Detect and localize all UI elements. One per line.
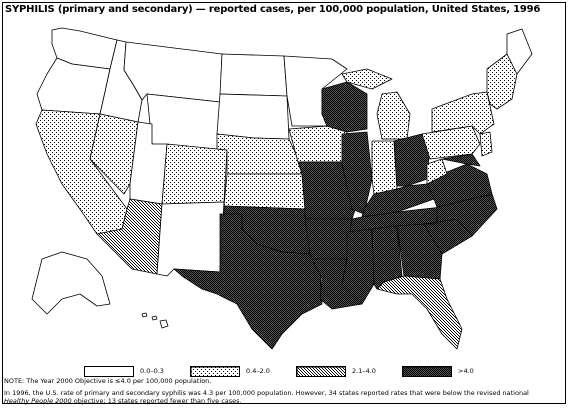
- map-title: SYPHILIS (primary and secondary) — repor…: [5, 4, 541, 15]
- footer-line2: objective; 13 states reported fewer than…: [71, 397, 242, 405]
- state-maryland: [441, 153, 481, 167]
- state-wyoming: [146, 93, 221, 150]
- state-north-dakota: [219, 53, 288, 97]
- state-new-mexico: [156, 201, 225, 277]
- state-north-carolina: [423, 193, 498, 237]
- legend-label: >4.0: [458, 367, 474, 375]
- state-michigan-lower: [376, 91, 411, 140]
- state-texas: [173, 213, 323, 350]
- state-west-virginia: [426, 158, 448, 185]
- legend-swatch-medium: [296, 366, 346, 377]
- state-hawaii-1: [141, 312, 148, 318]
- legend-label: 0.4–2.0: [246, 367, 270, 375]
- state-arkansas: [304, 218, 353, 260]
- state-indiana: [371, 140, 398, 195]
- state-florida: [376, 275, 463, 350]
- legend-swatch-white: [84, 366, 134, 377]
- state-new-york: [431, 91, 495, 135]
- state-new-jersey: [479, 131, 493, 157]
- legend-swatch-dark: [402, 366, 452, 377]
- state-south-dakota: [216, 93, 290, 140]
- footer-caption: In 1996, the U.S. rate of primary and se…: [4, 389, 564, 405]
- footer-line1: In 1996, the U.S. rate of primary and se…: [4, 389, 529, 397]
- state-nebraska: [216, 133, 303, 175]
- state-alaska: [31, 251, 111, 315]
- state-kansas: [223, 173, 306, 210]
- legend-label: 2.1–4.0: [352, 367, 376, 375]
- figure-frame: [2, 2, 566, 404]
- state-michigan-upper: [341, 68, 393, 90]
- state-montana: [123, 41, 223, 103]
- legend-swatch-light: [190, 366, 240, 377]
- state-hawaii-3: [159, 319, 169, 329]
- footer-italic: Healthy People 2000: [4, 397, 72, 405]
- state-colorado: [161, 143, 228, 205]
- state-hawaii-2: [151, 315, 158, 321]
- objective-note: NOTE: The Year 2000 Objective is ≤4.0 pe…: [4, 377, 212, 385]
- state-maine: [506, 28, 533, 75]
- state-georgia: [396, 223, 443, 280]
- state-nevada: [89, 113, 139, 195]
- us-map: [31, 27, 533, 350]
- state-wisconsin: [321, 81, 368, 133]
- legend-label: 0.0–0.3: [140, 367, 164, 375]
- state-iowa: [288, 125, 348, 163]
